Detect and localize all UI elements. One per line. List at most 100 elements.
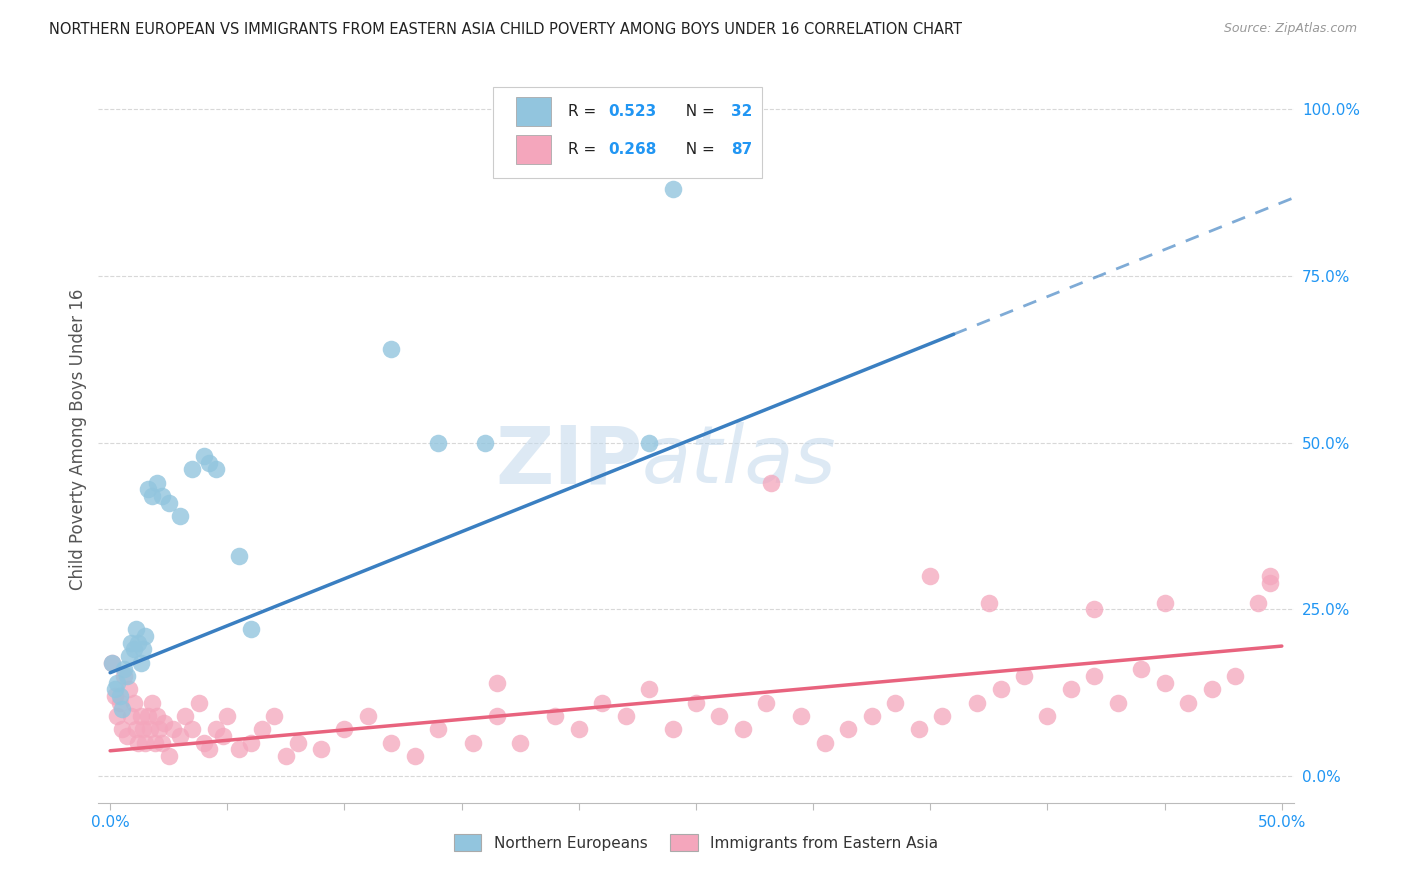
Point — [108, 689, 131, 703]
Point — [101, 656, 124, 670]
Point — [125, 723, 148, 737]
Point — [884, 696, 907, 710]
Point — [181, 723, 204, 737]
Point — [1060, 682, 1083, 697]
Point — [1107, 696, 1129, 710]
Text: R =: R = — [568, 104, 602, 120]
Point — [134, 629, 156, 643]
Point — [122, 696, 145, 710]
Point — [193, 449, 215, 463]
Point — [146, 709, 169, 723]
Point — [1130, 662, 1153, 676]
Point — [157, 496, 180, 510]
Point — [1177, 696, 1199, 710]
Point — [568, 723, 591, 737]
Point — [139, 723, 162, 737]
Point — [474, 435, 496, 450]
Point — [143, 736, 166, 750]
Point — [309, 742, 332, 756]
Point — [193, 736, 215, 750]
Text: N =: N = — [676, 104, 720, 120]
Point — [105, 675, 128, 690]
Point — [125, 623, 148, 637]
Point — [104, 682, 127, 697]
Point — [228, 549, 250, 563]
Y-axis label: Child Poverty Among Boys Under 16: Child Poverty Among Boys Under 16 — [69, 289, 87, 590]
Point — [127, 736, 149, 750]
Point — [463, 736, 485, 750]
Point — [1036, 709, 1059, 723]
Point — [104, 689, 127, 703]
Point — [755, 696, 778, 710]
Point — [920, 569, 942, 583]
Point — [685, 696, 707, 710]
Point — [148, 723, 170, 737]
Point — [204, 462, 226, 476]
Point — [380, 343, 402, 357]
Text: N =: N = — [676, 142, 720, 157]
Point — [357, 709, 380, 723]
Point — [129, 709, 152, 723]
Point — [111, 702, 134, 716]
Point — [181, 462, 204, 476]
Point — [211, 729, 233, 743]
Point — [591, 696, 613, 710]
Point — [105, 709, 128, 723]
Text: ZIP: ZIP — [495, 422, 643, 500]
Point — [197, 742, 219, 756]
Point — [661, 723, 683, 737]
Point — [141, 696, 163, 710]
Point — [427, 435, 450, 450]
Text: Source: ZipAtlas.com: Source: ZipAtlas.com — [1223, 22, 1357, 36]
Point — [217, 709, 239, 723]
Point — [132, 642, 155, 657]
Point — [814, 736, 837, 750]
Point — [162, 723, 184, 737]
Point — [150, 489, 173, 503]
Point — [1153, 596, 1175, 610]
Point — [380, 736, 402, 750]
Text: 0.268: 0.268 — [609, 142, 657, 157]
Point — [141, 489, 163, 503]
Point — [1258, 575, 1281, 590]
Point — [614, 709, 637, 723]
Point — [112, 662, 135, 676]
Point — [1083, 602, 1105, 616]
Point — [731, 723, 754, 737]
Point — [907, 723, 929, 737]
Point — [1201, 682, 1223, 697]
Point — [790, 709, 813, 723]
Point — [127, 636, 149, 650]
Point — [169, 729, 191, 743]
Point — [204, 723, 226, 737]
Text: R =: R = — [568, 142, 602, 157]
Point — [136, 483, 159, 497]
Point — [188, 696, 211, 710]
Point — [169, 508, 191, 523]
Point — [638, 682, 661, 697]
Point — [661, 182, 683, 196]
Point — [228, 742, 250, 756]
Point — [112, 669, 135, 683]
Legend: Northern Europeans, Immigrants from Eastern Asia: Northern Europeans, Immigrants from East… — [447, 828, 945, 857]
Point — [1083, 669, 1105, 683]
Point — [1223, 669, 1246, 683]
Point — [122, 642, 145, 657]
Point — [977, 596, 1000, 610]
Point — [239, 736, 262, 750]
Point — [837, 723, 859, 737]
Point — [239, 623, 262, 637]
Point — [150, 736, 173, 750]
FancyBboxPatch shape — [516, 135, 551, 164]
Point — [990, 682, 1012, 697]
Point — [1153, 675, 1175, 690]
Text: atlas: atlas — [643, 422, 837, 500]
FancyBboxPatch shape — [516, 97, 551, 127]
Point — [1247, 596, 1270, 610]
Point — [115, 669, 138, 683]
Text: 32: 32 — [731, 104, 752, 120]
Point — [153, 715, 176, 730]
Point — [1012, 669, 1035, 683]
Point — [134, 736, 156, 750]
Text: 87: 87 — [731, 142, 752, 157]
